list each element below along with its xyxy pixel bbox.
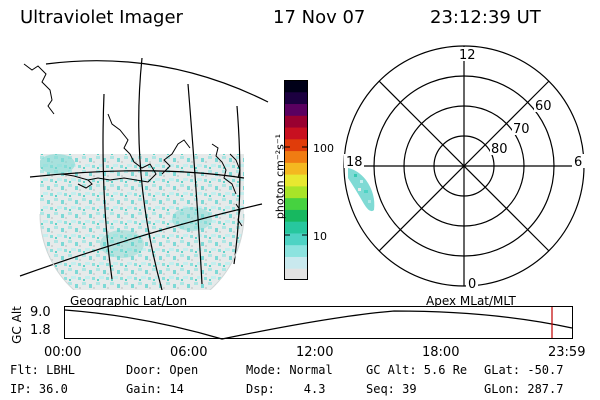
colorbar-band xyxy=(284,232,308,246)
date-label: 17 Nov 07 xyxy=(273,7,366,28)
polar-plot-label: Apex MLat/MLT xyxy=(426,294,516,308)
colorbar-band xyxy=(284,162,308,175)
mlt-label-12: 12 xyxy=(459,48,476,63)
color-scale-bar xyxy=(284,80,308,280)
earth-limb xyxy=(39,213,245,290)
colorbar-band xyxy=(284,256,308,269)
colorbar-band xyxy=(284,268,308,280)
status-gc-alt: GC Alt: 5.6 Re xyxy=(366,363,468,377)
mlat-label-60: 60 xyxy=(535,99,552,114)
colorbar-band xyxy=(284,209,308,222)
time-label: 23:12:39 UT xyxy=(430,7,541,28)
colorbar-band xyxy=(284,174,308,187)
colorbar-band xyxy=(284,91,308,105)
time-tick-0000: 00:00 xyxy=(44,345,82,360)
colorbar-band xyxy=(284,138,308,152)
colorbar-band xyxy=(284,103,308,116)
geo-map-label: Geographic Lat/Lon xyxy=(70,294,188,308)
geographic-map xyxy=(19,57,269,290)
status-mode: Mode: Normal xyxy=(246,363,333,377)
status-glon: GLon: 287.7 xyxy=(484,382,564,396)
colorbar-tick-100: 100 xyxy=(313,142,334,155)
status-ip: IP: 36.0 xyxy=(10,382,68,396)
colorbar-band xyxy=(284,244,308,257)
alt-tick-1-8: 1.8 xyxy=(30,323,51,338)
status-door: Door: Open xyxy=(126,363,199,377)
colorbar-band xyxy=(284,185,308,199)
mlt-label-18: 18 xyxy=(346,155,363,170)
colorbar-band xyxy=(284,197,308,210)
coastlines xyxy=(23,63,243,227)
mlat-label-80: 80 xyxy=(491,142,508,157)
instrument-title: Ultraviolet Imager xyxy=(20,7,183,28)
mlt-label-0: 0 xyxy=(468,277,476,292)
colorbar-tick-10: 10 xyxy=(313,230,327,243)
mlat-label-70: 70 xyxy=(513,122,530,137)
colorbar-band xyxy=(284,115,308,128)
status-seq: Seq: 39 xyxy=(366,382,417,396)
status-glat: GLat: -50.7 xyxy=(484,363,564,377)
lat-lon-grid xyxy=(19,57,269,290)
colorbar-unit-label: photon cm⁻²s⁻¹ xyxy=(273,133,287,220)
polar-grid xyxy=(343,45,585,287)
gc-alt-axis-label: GC Alt xyxy=(9,306,24,344)
uv-auroral-image xyxy=(40,154,244,290)
time-tick-0600: 06:00 xyxy=(170,345,208,360)
status-filter: Flt: LBHL xyxy=(10,363,76,377)
altitude-curve xyxy=(64,309,573,340)
colorbar-band xyxy=(284,221,308,234)
colorbar-band xyxy=(284,80,308,93)
altitude-orbit-plot xyxy=(64,306,573,340)
alt-tick-9: 9.0 xyxy=(30,305,51,320)
time-tick-1800: 18:00 xyxy=(422,345,460,360)
time-tick-2359: 23:59 xyxy=(548,345,586,360)
mlt-label-6: 6 xyxy=(574,155,582,170)
polar-uv-emission xyxy=(348,168,375,212)
colorbar-band xyxy=(284,150,308,163)
status-gain: Gain: 14 xyxy=(126,382,184,396)
polar-mlat-mlt-plot: 12 18 6 0 60 70 80 xyxy=(343,45,586,292)
colorbar-band xyxy=(284,127,308,140)
status-dsp: Dsp: 4.3 xyxy=(246,382,326,396)
time-tick-1200: 12:00 xyxy=(296,345,334,360)
